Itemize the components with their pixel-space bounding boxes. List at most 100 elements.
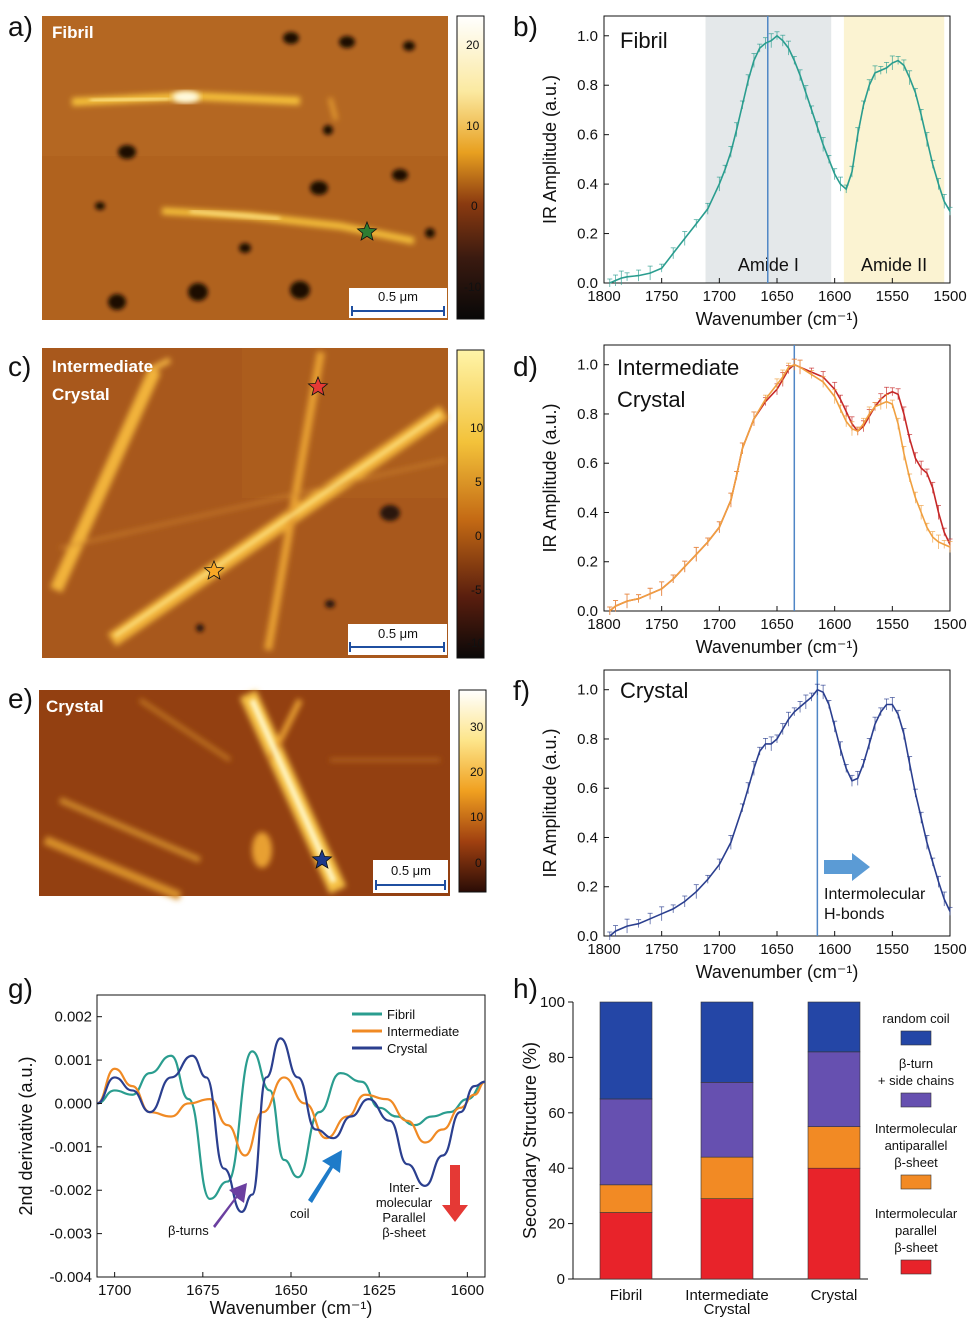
- legend-label: Crystal: [387, 1041, 428, 1056]
- stacked-bar-segment: [599, 1184, 653, 1213]
- panel-label-c: c): [8, 351, 31, 382]
- y-tick-label: 0.4: [577, 829, 598, 846]
- legend-label: + side chains: [878, 1073, 955, 1088]
- colorbar-c: [456, 349, 485, 659]
- chart-title: Crystal: [617, 387, 685, 412]
- y-tick-label: 0.6: [577, 455, 598, 472]
- x-tick-label: 1500: [933, 941, 966, 958]
- colorbar-tick: -10: [464, 280, 482, 294]
- colorbar-tick: -10: [467, 636, 485, 650]
- annotation-text: Inter-: [389, 1180, 419, 1195]
- category-label: Fibril: [610, 1287, 643, 1304]
- y-tick-label: -0.003: [49, 1226, 92, 1243]
- annotation-text: β-turns: [168, 1223, 209, 1238]
- purple-arrow-icon: [213, 1183, 247, 1228]
- panel-label-a: a): [8, 11, 33, 42]
- spectrum-line: [609, 34, 951, 284]
- category-label: Crystal: [811, 1287, 858, 1304]
- x-tick-label: 1700: [98, 1282, 131, 1299]
- x-tick-label: 1650: [760, 288, 793, 305]
- y-tick-label: -0.004: [49, 1269, 92, 1286]
- legend-label: Intermediate: [387, 1024, 459, 1039]
- image-title-crystal: Crystal: [46, 697, 104, 716]
- y-tick-label: 0.8: [577, 406, 598, 423]
- y-tick-label: 0.002: [54, 1009, 92, 1026]
- stacked-bar-segment: [700, 1001, 754, 1083]
- chart-ir-intermediate-crystal: 1800 1750 1700 1650 1600 1550 1500 0.0 0.2 0.4 0.6…: [540, 344, 967, 657]
- colorbar-tick: 20: [470, 765, 484, 779]
- x-tick-label: 1600: [818, 288, 851, 305]
- y-axis-label: 2nd derivative (a.u.): [16, 1056, 36, 1215]
- y-tick-label: 0.2: [577, 226, 598, 243]
- image-title-line: Crystal: [52, 385, 110, 404]
- star-marker-green: [356, 220, 378, 241]
- x-tick-label: 1550: [876, 288, 909, 305]
- colorbar-tick: 0: [475, 529, 482, 543]
- y-tick-label: -0.001: [49, 1139, 92, 1156]
- x-axis-label: Wavenumber (cm⁻¹): [696, 637, 859, 657]
- y-tick-label: 0.0: [577, 275, 598, 292]
- annotation-text: molecular: [376, 1195, 433, 1210]
- stacked-bar-segment: [599, 1098, 653, 1186]
- colorbar-tick: -5: [471, 583, 482, 597]
- y-tick-label: 100: [540, 994, 565, 1011]
- x-tick-label: 1700: [703, 941, 736, 958]
- legend-swatch: [900, 1174, 932, 1190]
- annotation-text: Parallel: [382, 1210, 425, 1225]
- x-tick-label: 1750: [645, 941, 678, 958]
- x-axis-label: Wavenumber (cm⁻¹): [696, 309, 859, 329]
- colorbar-tick: 5: [475, 475, 482, 489]
- y-tick-label: 0.6: [577, 780, 598, 797]
- y-tick-label: 60: [548, 1105, 565, 1122]
- y-axis-label: IR Amplitude (a.u.): [540, 75, 560, 224]
- x-axis-label: Wavenumber (cm⁻¹): [210, 1298, 373, 1318]
- legend-label: β-sheet: [894, 1240, 938, 1255]
- x-tick-label: 1750: [645, 616, 678, 633]
- panel-label-h: h): [513, 973, 538, 1004]
- image-title-fibril: Fibril: [52, 23, 94, 42]
- stacked-bar-segment: [700, 1156, 754, 1199]
- x-tick-label: 1650: [760, 616, 793, 633]
- x-tick-label: 1800: [587, 288, 620, 305]
- scalebar-label-a: 0.5 μm: [378, 289, 418, 304]
- x-tick-label: 1650: [760, 941, 793, 958]
- panel-label-g: g): [8, 973, 33, 1004]
- y-tick-label: 0.2: [577, 554, 598, 571]
- derivative-line: [96, 1067, 486, 1157]
- y-tick-label: 0.000: [54, 1095, 92, 1112]
- annotation-text: H-bonds: [824, 906, 884, 923]
- y-tick-label: 1.0: [577, 682, 598, 699]
- x-tick-label: 1700: [703, 288, 736, 305]
- legend-label: random coil: [882, 1011, 949, 1026]
- afm-image-crystal: 0.5 μm Crystal 30 20 10 0: [39, 689, 487, 901]
- annotation-text: Intermolecular: [824, 886, 926, 903]
- stacked-bar-segment: [599, 1212, 653, 1280]
- x-tick-label: 1675: [186, 1282, 219, 1299]
- legend-label: β-turn: [899, 1056, 933, 1071]
- y-tick-label: 0.8: [577, 731, 598, 748]
- y-tick-label: 0.001: [54, 1052, 92, 1069]
- derivative-line: [96, 1050, 486, 1201]
- panel-label-d: d): [513, 351, 538, 382]
- legend-swatch: [900, 1030, 932, 1046]
- scalebar-label-e: 0.5 μm: [391, 863, 431, 878]
- x-tick-label: 1550: [876, 941, 909, 958]
- x-tick-label: 1500: [933, 616, 966, 633]
- colorbar-e: [458, 689, 487, 893]
- star-marker-red: [307, 375, 329, 396]
- stacked-bar-segment: [807, 1167, 861, 1280]
- afm-image-intermediate-crystal: 0.5 μm Intermediate Crystal 10 5 0 -5 -1…: [42, 348, 485, 659]
- y-tick-label: -0.002: [49, 1182, 92, 1199]
- derivative-line: [96, 1037, 486, 1214]
- region-label: Amide II: [861, 255, 927, 275]
- chart-second-derivative: 1700 1675 1650 1625 1600 0.002 0.001 0.000 -0.00…: [16, 994, 486, 1318]
- colorbar-tick: 10: [470, 421, 484, 435]
- y-tick-label: 80: [548, 1049, 565, 1066]
- x-tick-label: 1800: [587, 941, 620, 958]
- chart-title: Crystal: [620, 678, 688, 703]
- legend-swatch: [900, 1259, 932, 1275]
- y-tick-label: 0.4: [577, 504, 598, 521]
- chart-secondary-structure: 0 20 40 60 80 100 Secondary Structure (%) Fibri…: [520, 994, 958, 1318]
